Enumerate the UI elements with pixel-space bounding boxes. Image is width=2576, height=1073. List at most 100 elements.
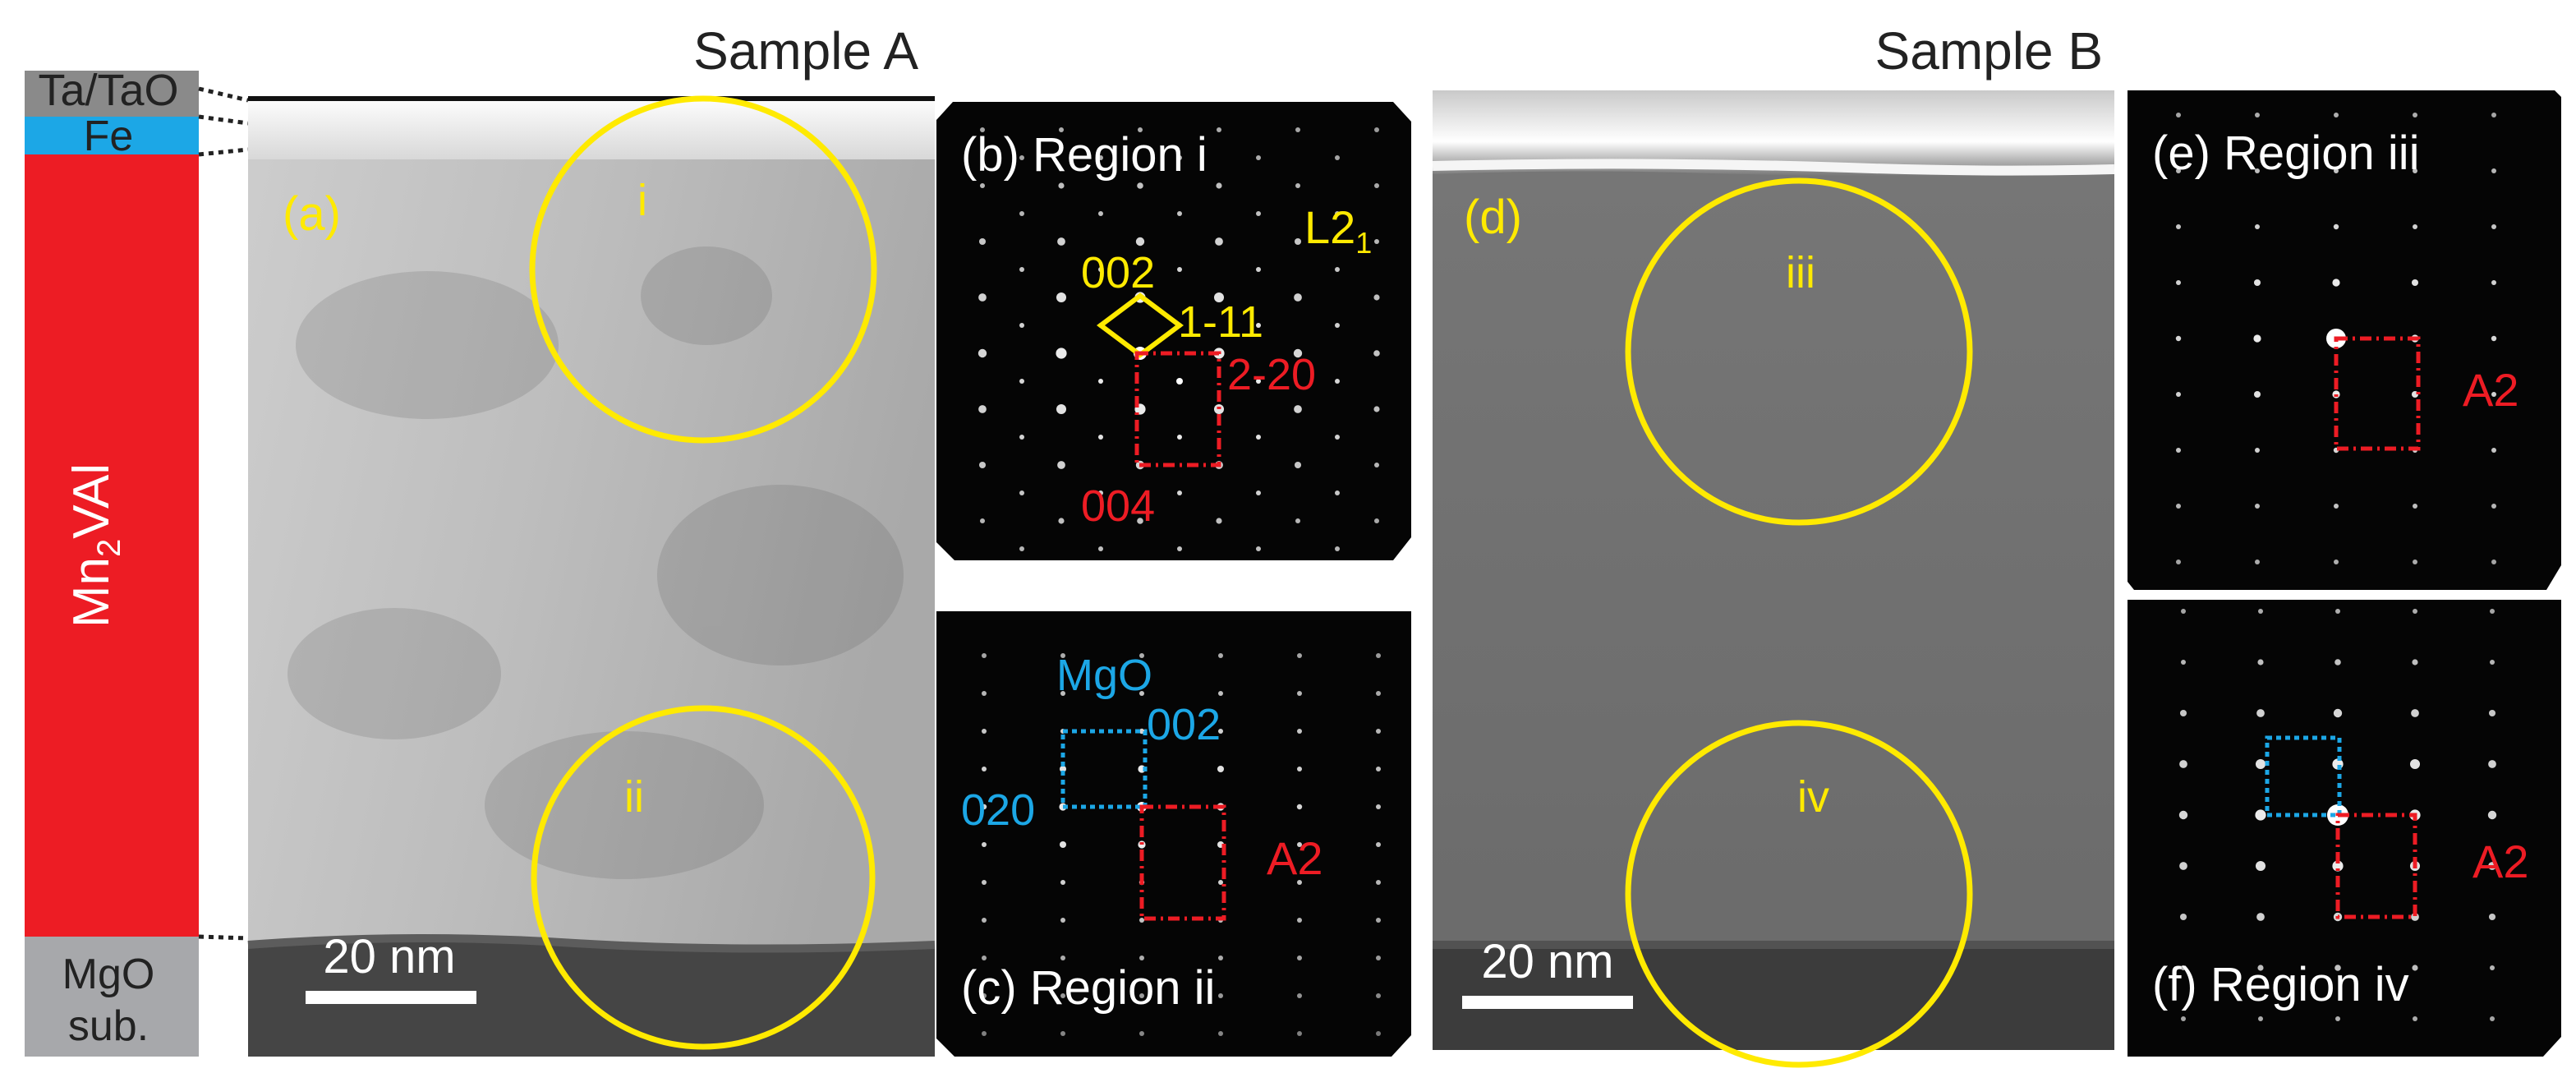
diffraction-spot: [2176, 280, 2181, 285]
diffraction-spot: [2333, 223, 2339, 230]
diffraction-spot: [1256, 379, 1261, 384]
diffraction-spot: [1376, 767, 1381, 771]
panel-c-label: (c) Region ii: [961, 961, 1215, 1015]
diffraction-spot: [2411, 709, 2419, 717]
diffraction-spot: [1057, 237, 1065, 246]
diffraction-spot: [981, 804, 987, 810]
red-box-c: [1139, 804, 1226, 921]
diffraction-spot: [1374, 518, 1379, 523]
panel-d-label: (d): [1464, 191, 1522, 244]
diffraction-spot: [1139, 956, 1144, 960]
diffraction-spot: [1019, 155, 1024, 160]
sample-b-image: [1432, 90, 2115, 1050]
diffraction-spot: [2490, 965, 2495, 970]
diffraction-spot: [2257, 659, 2264, 665]
diffraction-spot: [2491, 504, 2496, 509]
diffraction-spot: [1376, 918, 1381, 923]
diffraction-spot: [1060, 691, 1065, 696]
diffraction-spot: [2181, 1016, 2186, 1021]
diffraction-spot: [1218, 691, 1223, 696]
region-iii-circle: [1625, 177, 1973, 526]
diffraction-spot: [982, 767, 987, 771]
diffraction-spot: [1098, 546, 1103, 551]
scale-bar-b-label: 20 nm: [1481, 935, 1613, 988]
diffraction-spot: [2491, 448, 2496, 453]
diffraction-spot: [1376, 804, 1381, 809]
diffraction-spot: [1060, 956, 1065, 960]
diffraction-spot: [1217, 765, 1225, 773]
diffraction-spot: [2490, 660, 2495, 665]
region-i-circle: [529, 95, 877, 444]
panel-b-diffraction: (b) Region i L21 002 1-11 2-20 004: [936, 102, 1411, 560]
diffraction-spot: [2487, 810, 2497, 820]
diffraction-spot: [2409, 758, 2421, 770]
scale-bar-a: [306, 991, 476, 1004]
diffraction-spot: [1376, 956, 1381, 960]
diffraction-spot: [1058, 182, 1065, 189]
diffraction-spot: [2413, 113, 2417, 117]
diffraction-spot: [1297, 691, 1302, 696]
diffraction-spot: [2412, 965, 2418, 971]
panel-b-spots: [978, 127, 1380, 551]
diffraction-spot: [1335, 546, 1340, 551]
diffraction-spot: [1374, 183, 1379, 188]
panel-f-diffraction: A2 (f) Region iv: [2128, 600, 2561, 1057]
diffraction-spot: [1056, 348, 1067, 359]
diffraction-spot: [1139, 993, 1144, 998]
diffraction-spot: [1256, 490, 1261, 495]
diffraction-spot: [2488, 709, 2496, 717]
diffraction-spot: [980, 518, 985, 523]
diffraction-spot: [1059, 127, 1064, 132]
diffraction-spot: [1297, 993, 1302, 998]
layer-connectors: [198, 86, 249, 941]
diffraction-spot: [2488, 760, 2496, 768]
panel-a-label: (a): [283, 187, 341, 241]
diffraction-spot: [1056, 403, 1067, 415]
diffraction-spot: [1060, 918, 1065, 923]
diffraction-spot: [1295, 183, 1300, 188]
diffraction-spot: [1098, 211, 1103, 216]
diffraction-spot: [2413, 609, 2417, 614]
blue-box-c: [1060, 729, 1148, 809]
region-ii-label: ii: [624, 772, 644, 822]
diffraction-spot: [1376, 842, 1381, 847]
diffraction-spot: [1139, 653, 1144, 658]
diffraction-spot: [1138, 127, 1143, 132]
layer-fe-label: Fe: [84, 113, 134, 160]
diffraction-spot: [1019, 267, 1024, 272]
diffraction-spot: [1059, 840, 1067, 849]
diffraction-spot: [2179, 913, 2187, 921]
diffraction-spot: [1335, 490, 1340, 495]
diffraction-spot: [2335, 1016, 2340, 1021]
diffraction-spot: [1218, 880, 1223, 885]
diffraction-spot: [2491, 560, 2496, 564]
diffraction-spot: [1177, 546, 1182, 551]
red-box-b: [1134, 351, 1221, 467]
diffraction-spot: [982, 653, 987, 658]
spot-c-002-label: 002: [1147, 700, 1221, 749]
diffraction-spot: [2412, 659, 2418, 665]
blue-box-f: [2265, 735, 2342, 817]
diffraction-spot: [982, 729, 987, 734]
diffraction-spot: [2257, 965, 2264, 971]
diffraction-spot: [2491, 224, 2496, 229]
diffraction-spot: [1060, 1031, 1065, 1036]
panel-b-label: (b) Region i: [961, 128, 1208, 182]
diffraction-spot: [982, 1031, 987, 1036]
diffraction-spot: [1376, 691, 1381, 696]
diffraction-spot: [2490, 609, 2495, 614]
diffraction-spot: [1297, 653, 1302, 658]
panel-f-label: (f) Region iv: [2152, 958, 2409, 1011]
diffraction-spot: [1295, 127, 1300, 132]
diffraction-spot: [1019, 546, 1024, 551]
diffraction-spot: [1294, 461, 1302, 469]
diffraction-spot: [2335, 609, 2340, 614]
diffraction-spot: [1293, 348, 1303, 358]
diffraction-spot: [2413, 1016, 2417, 1021]
diffraction-spot: [1335, 211, 1340, 216]
diffraction-spot: [2334, 504, 2339, 509]
diffraction-spot: [2488, 862, 2496, 870]
diffraction-spot: [1098, 155, 1103, 160]
diffraction-spot: [2175, 335, 2182, 342]
